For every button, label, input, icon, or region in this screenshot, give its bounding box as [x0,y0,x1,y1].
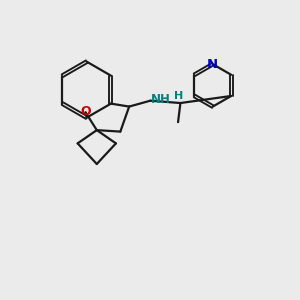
Text: NH: NH [151,93,171,106]
Text: N: N [207,58,218,71]
Text: O: O [80,105,91,119]
Text: H: H [174,91,184,101]
